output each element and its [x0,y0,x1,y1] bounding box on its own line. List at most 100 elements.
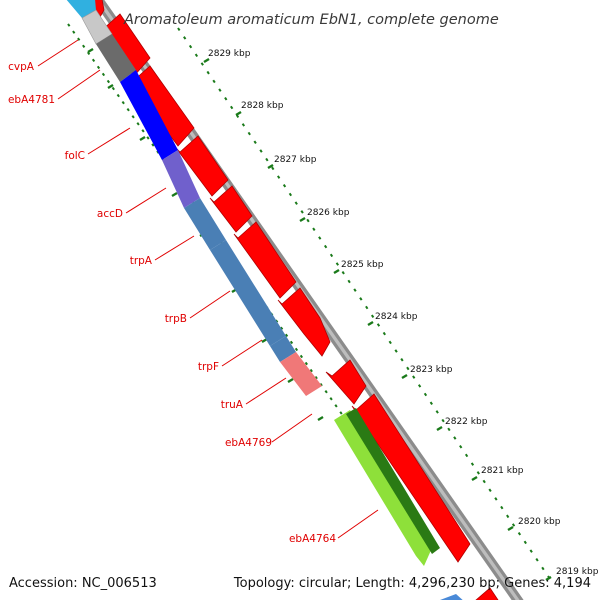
major-tick [471,475,478,482]
minor-tick-inner [141,129,145,133]
minor-tick-inner [86,51,91,55]
minor-tick-inner [299,354,304,359]
minor-tick-outer [523,540,527,545]
minor-tick-inner [96,65,101,70]
gene-segment-cyan [66,0,96,18]
minor-tick-outer [464,453,469,458]
minor-tick-outer [370,314,375,319]
leader-trpA [154,235,195,261]
gene-label-trpB: trpB [165,313,187,325]
ruler-label-2821: 2821 kbp [481,466,524,476]
minor-tick-outer [177,27,181,31]
minor-tick-outer [511,523,516,527]
minor-tick-outer [318,236,322,240]
minor-tick-inner [146,136,150,140]
minor-tick-inner [324,390,328,394]
minor-tick-outer [277,175,281,179]
gene-segment-blue-bottom [440,594,463,600]
minor-tick-outer [183,36,187,40]
major-tick [267,163,274,170]
minor-tick-inner [304,361,308,366]
ruler-label-2819: 2819 kbp [556,567,599,577]
major-tick-inner [87,47,94,54]
minor-tick-inner [314,375,318,380]
major-tick-inner [317,415,324,422]
major-tick [203,57,210,64]
ruler-label-2820: 2820 kbp [518,517,561,527]
major-tick [333,268,340,275]
major-tick-inner [171,191,178,198]
leader-ebA4764 [337,509,379,539]
minor-tick-inner [116,93,120,98]
minor-tick-outer [429,401,433,405]
minor-tick-outer [312,227,316,232]
ruler-label-2826: 2826 kbp [307,208,350,218]
minor-tick-outer [353,288,357,292]
minor-tick-inner [121,100,125,105]
leader-ebA4781 [57,69,101,100]
minor-tick-inner [319,383,323,387]
major-tick [436,425,443,432]
minor-tick-outer [224,97,228,101]
minor-tick-outer [365,305,369,310]
accession-text: Accession: NC_006513 [9,576,157,591]
minor-tick-outer [459,444,463,449]
minor-tick-outer [394,349,398,353]
leader-trpF [221,339,263,367]
major-tick [235,110,242,117]
leader-folC [87,127,131,155]
minor-ticks-outer [177,27,551,579]
gene-labels: cvpA ebA4781 folC accD trpA trpB trpF tr… [8,61,336,545]
minor-tick-outer [500,505,504,510]
gene-segment-ebA4764 [334,410,432,566]
minor-tick-outer [241,123,246,127]
gene-segment-trpA [184,198,226,250]
minor-tick-outer [335,262,340,266]
minor-tick-inner [101,72,106,77]
major-tick-inner [139,135,146,142]
gene-segment-trpB [210,240,286,346]
minor-tick-inner [67,23,71,27]
minor-tick-outer [200,62,204,66]
minor-tick-inner [77,37,81,41]
minor-tick-inner [72,30,76,34]
minor-tick-outer [347,279,351,284]
minor-tick-outer [417,384,422,388]
minor-tick-outer [506,514,510,519]
minor-tick-outer [488,488,492,492]
minor-tick-inner [309,368,313,373]
gene-segment-folC [120,70,178,160]
minor-tick-inner [111,86,115,91]
leader-ebA4769 [271,413,313,443]
gene-label-accD: accD [97,208,123,220]
forward-cds-8 [325,359,367,405]
minor-tick-outer [218,88,222,92]
minor-tick-outer [376,323,381,327]
minor-tick-inner [334,404,338,408]
ruler-label-2829: 2829 kbp [208,49,251,59]
topology-text: Topology: circular; Length: 4,296,230 bp… [233,576,591,591]
leader-accD [125,187,167,214]
major-tick [545,575,552,582]
minor-tick-outer [435,410,439,414]
forward-cds-track [72,0,499,600]
minor-tick-outer [259,149,263,153]
major-ticks [203,57,552,582]
major-tick [401,373,408,380]
ruler-label-2822: 2822 kbp [445,417,488,427]
major-tick-inner [287,377,294,384]
minor-tick-outer [476,471,480,475]
forward-cds-6 [233,221,297,299]
gene-label-cvpA: cvpA [8,61,35,73]
leader-cvpA [37,39,79,67]
minor-tick-outer [494,497,498,501]
gene-label-truA: truA [221,399,244,411]
minor-tick-outer [188,44,193,49]
ruler-label-2825: 2825 kbp [341,260,384,270]
leader-truA [245,377,287,405]
minor-tick-outer [206,70,210,75]
minor-tick-outer [382,331,386,336]
gene-segment-truA [280,352,322,396]
forward-cds-9 [351,393,471,563]
